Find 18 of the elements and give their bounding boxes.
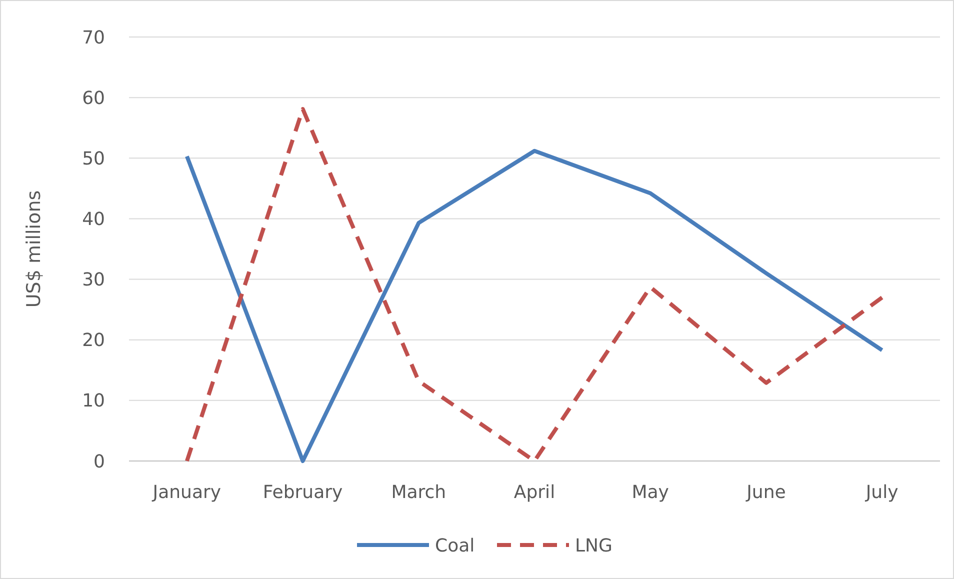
x-tick-label: April — [514, 482, 556, 503]
y-tick-label: 70 — [82, 27, 105, 48]
y-tick-label: 50 — [82, 148, 105, 170]
x-tick-label: January — [152, 482, 222, 503]
y-axis-title: US$ millions — [23, 190, 45, 308]
y-tick-label: 60 — [82, 88, 105, 109]
y-tick-label: 20 — [82, 330, 105, 352]
y-tick-label: 40 — [82, 209, 105, 230]
x-tick-label: February — [262, 482, 344, 503]
y-tick-label: 10 — [82, 390, 105, 412]
x-tick-label: March — [391, 482, 446, 503]
x-tick-label: July — [864, 482, 899, 503]
x-tick-label: June — [746, 482, 786, 503]
x-tick-label: May — [632, 482, 670, 503]
legend-label: LNG — [575, 535, 612, 556]
y-tick-label: 30 — [82, 270, 105, 291]
legend-label: Coal — [435, 535, 475, 556]
y-tick-label: 0 — [94, 451, 105, 472]
